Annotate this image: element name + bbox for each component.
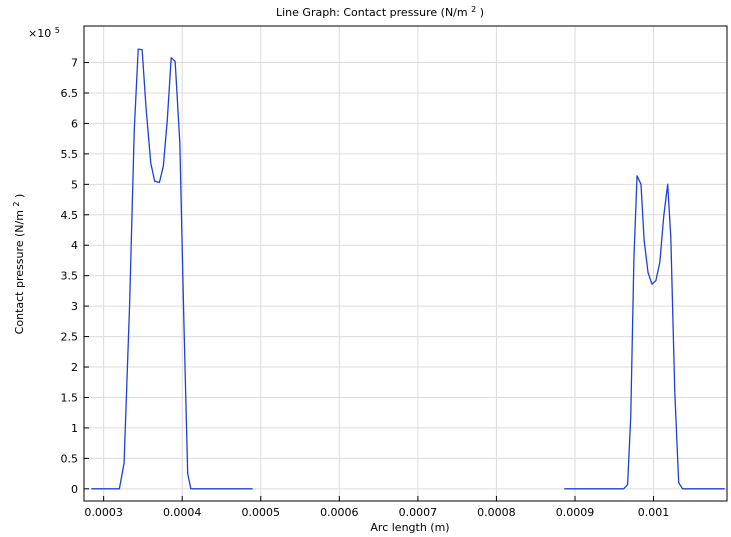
- y-axis-tick-label: 1: [71, 422, 78, 435]
- y-axis-multiplier-base: ×10: [28, 27, 51, 40]
- chart-title-prefix: Line Graph: Contact pressure (N/m: [276, 6, 468, 19]
- x-axis-tick-label: 0.0005: [242, 506, 281, 519]
- y-axis-label: Contact pressure (N/m 2 ): [12, 194, 27, 335]
- y-axis-tick-label: 5: [71, 178, 78, 191]
- y-axis-tick-label: 4: [71, 239, 78, 252]
- y-axis-tick-label: 3.5: [61, 270, 79, 283]
- y-axis-label-superscript: 2: [12, 201, 21, 206]
- x-axis-tick-label: 0.0006: [320, 506, 359, 519]
- y-axis-tick-label: 6.5: [61, 87, 79, 100]
- series-line-1: [91, 48, 253, 490]
- y-axis-multiplier: ×10 5: [28, 26, 60, 41]
- y-axis-tick-label: 5.5: [61, 148, 79, 161]
- y-axis-tick-label: 3: [71, 300, 78, 313]
- y-axis-multiplier-exponent: 5: [55, 26, 60, 35]
- x-axis-tick-label: 0.0007: [399, 506, 438, 519]
- y-axis-label-suffix: ): [13, 194, 26, 198]
- grid-lines: [84, 26, 727, 501]
- x-axis-tick-label: 0.0003: [84, 506, 123, 519]
- data-series: [91, 48, 725, 490]
- x-axis-tick-label: 0.001: [638, 506, 670, 519]
- y-axis-tick-label: 0: [71, 483, 78, 496]
- y-axis-tick-label: 7: [71, 57, 78, 70]
- series-line-2: [564, 175, 725, 490]
- x-axis-tick-label: 0.0008: [477, 506, 516, 519]
- y-axis-tick-label: 1.5: [61, 391, 79, 404]
- y-axis-tick-label: 2.5: [61, 331, 79, 344]
- axis-ticks: 0.0003 0.0004 0.0005 0.0006 0.0007 0.0008 0.00…: [61, 57, 670, 519]
- chart-title: Line Graph: Contact pressure (N/m 2 ): [276, 5, 484, 20]
- x-axis-label: Arc length (m): [370, 521, 449, 534]
- y-axis-tick-label: 4.5: [61, 209, 79, 222]
- chart-title-suffix: ): [480, 6, 484, 19]
- y-axis-tick-label: 0.5: [61, 452, 79, 465]
- x-axis-tick-label: 0.0009: [556, 506, 595, 519]
- plot-frame: [83, 25, 728, 502]
- y-axis-label-prefix: Contact pressure (N/m: [13, 210, 26, 334]
- x-axis-tick-label: 0.0004: [163, 506, 202, 519]
- y-axis-tick-label: 6: [71, 117, 78, 130]
- y-axis-tick-label: 2: [71, 361, 78, 374]
- chart-title-superscript: 2: [471, 5, 476, 14]
